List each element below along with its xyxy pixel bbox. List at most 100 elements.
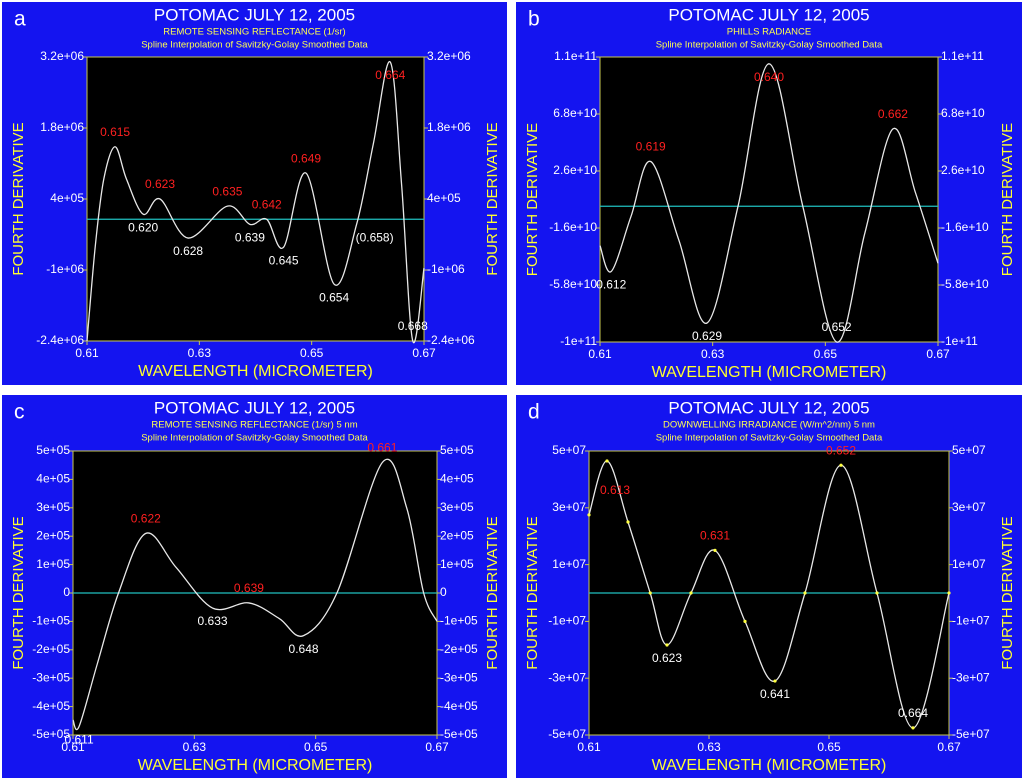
y2-tick-label: 1e+07 <box>952 557 986 571</box>
annotation: 0.668 <box>398 319 428 333</box>
y2-tick-label: 3e+07 <box>952 500 986 514</box>
x-tick-label: 0.61 <box>588 347 612 361</box>
panel: d POTOMAC JULY 12, 2005 DOWNWELLING IRRADI… <box>516 395 1022 778</box>
annotation: 0.664 <box>898 706 928 720</box>
panel-label: a <box>14 8 26 31</box>
data-point <box>875 591 879 595</box>
y2-axis-label: FOURTH DERIVATIVE <box>484 516 501 669</box>
y-axis-label: FOURTH DERIVATIVE <box>10 516 27 669</box>
annotation: 0.620 <box>128 220 158 234</box>
y2-tick-label: 4e+05 <box>427 191 461 205</box>
y2-tick-label: 1.1e+11 <box>941 49 984 63</box>
y-tick-label: 3.2e+06 <box>40 49 84 63</box>
annotation: 0.640 <box>754 70 784 84</box>
annotation: 0.631 <box>700 529 730 543</box>
annotation: 0.654 <box>319 290 349 304</box>
data-point <box>911 726 915 730</box>
annotation: 0.639 <box>234 581 264 595</box>
annotation: 0.639 <box>235 231 265 245</box>
panel: c POTOMAC JULY 12, 2005 REMOTE SENSING REF… <box>2 395 507 778</box>
y2-tick-label: -1.6e+10 <box>941 220 989 234</box>
x-tick-label: 0.67 <box>926 347 950 361</box>
annotation: 0.649 <box>291 151 321 165</box>
y-tick-label: 1e+05 <box>36 557 70 571</box>
y2-tick-label: 2.6e+10 <box>941 163 985 177</box>
y-tick-label: 3e+07 <box>552 500 586 514</box>
y2-tick-label: 5e+07 <box>952 443 986 457</box>
y-tick-label: 5e+07 <box>552 443 586 457</box>
y-tick-label: -5e+05 <box>32 727 70 741</box>
annotation: 0.612 <box>596 278 626 292</box>
chart-subtitle: DOWNWELLING IRRADIANCE (W/m^2/nm) 5 nm <box>663 420 875 431</box>
y2-tick-label: -2e+05 <box>440 642 478 656</box>
y2-tick-label: 5e+05 <box>440 443 474 457</box>
y-tick-label: -5e+07 <box>548 727 586 741</box>
panel-label: d <box>528 401 540 424</box>
annotation: 0.623 <box>652 651 682 665</box>
annotation: 0.615 <box>100 125 130 139</box>
y2-tick-label: 4e+05 <box>440 472 474 486</box>
y-tick-label: -2.4e+06 <box>36 333 84 347</box>
data-point <box>648 591 652 595</box>
annotation: 0.629 <box>692 329 722 343</box>
y2-tick-label: -5e+07 <box>952 727 990 741</box>
x-tick-label: 0.67 <box>937 740 961 754</box>
y-axis-label: FOURTH DERIVATIVE <box>524 516 541 669</box>
y2-tick-label: -5e+05 <box>440 727 478 741</box>
y-tick-label: -1e+06 <box>46 262 84 276</box>
y-tick-label: -3e+05 <box>32 670 70 684</box>
x-tick-label: 0.63 <box>697 740 721 754</box>
x-tick-label: 0.61 <box>577 740 601 754</box>
y2-tick-label: -3e+05 <box>440 670 478 684</box>
y-tick-label: -1e+07 <box>548 614 586 628</box>
panel: a POTOMAC JULY 12, 2005 REMOTE SENSING REF… <box>2 2 507 385</box>
y2-axis-label: FOURTH DERIVATIVE <box>999 123 1016 276</box>
y2-axis-label: FOURTH DERIVATIVE <box>999 516 1016 669</box>
y2-tick-label: -1e+11 <box>941 334 978 348</box>
data-line <box>588 460 950 729</box>
data-point <box>665 643 669 647</box>
annotation: 0.619 <box>636 140 666 154</box>
y2-tick-label: -4e+05 <box>440 699 478 713</box>
x-axis-label: WAVELENGTH (MICROMETER) <box>652 364 887 381</box>
annotation: 0.662 <box>878 107 908 121</box>
annotation: 0.622 <box>131 512 161 526</box>
annotation: 0.641 <box>760 687 790 701</box>
x-tick-label: 0.61 <box>61 740 85 754</box>
data-point <box>626 520 630 524</box>
data-line <box>599 63 939 343</box>
annotation: 0.623 <box>145 177 175 191</box>
annotation: 0.613 <box>600 483 630 497</box>
annotation: 0.611 <box>64 733 93 747</box>
x-tick-label: 0.65 <box>300 346 324 360</box>
plot-area <box>599 56 939 343</box>
chart-title: POTOMAC JULY 12, 2005 <box>154 5 355 24</box>
chart-subtitle: REMOTE SENSING REFLECTANCE (1/sr) <box>163 27 345 38</box>
y-tick-label: 1.8e+06 <box>40 120 84 134</box>
y-tick-label: 2.6e+10 <box>553 163 597 177</box>
x-axis-label: WAVELENGTH (MICROMETER) <box>652 757 887 774</box>
annotation: (0.658) <box>356 231 394 245</box>
x-tick-label: 0.63 <box>183 740 207 754</box>
annotation: 0.652 <box>826 443 856 457</box>
annotation: 0.635 <box>212 184 242 198</box>
y2-tick-label: -2.4e+06 <box>427 333 475 347</box>
panel: b POTOMAC JULY 12, 2005 PHILLS RADIANCE Spl… <box>516 2 1022 385</box>
y-tick-label: 6.8e+10 <box>553 106 597 120</box>
y-axis-label: FOURTH DERIVATIVE <box>10 122 27 275</box>
x-tick-label: 0.65 <box>817 740 841 754</box>
y2-tick-label: -1e+06 <box>427 262 465 276</box>
y2-axis-label: FOURTH DERIVATIVE <box>484 122 501 275</box>
data-point <box>803 591 807 595</box>
annotation: 0.628 <box>173 244 203 258</box>
plot-area <box>86 56 425 342</box>
x-tick-label: 0.67 <box>412 346 436 360</box>
y-tick-label: -1.6e+10 <box>549 220 597 234</box>
y-tick-label: 0 <box>63 585 70 599</box>
y2-tick-label: 6.8e+10 <box>941 106 985 120</box>
annotation: 0.664 <box>375 68 405 82</box>
annotation: 0.648 <box>289 642 319 656</box>
y-tick-label: -1e+05 <box>32 614 70 628</box>
y2-tick-label: 1.8e+06 <box>427 120 471 134</box>
